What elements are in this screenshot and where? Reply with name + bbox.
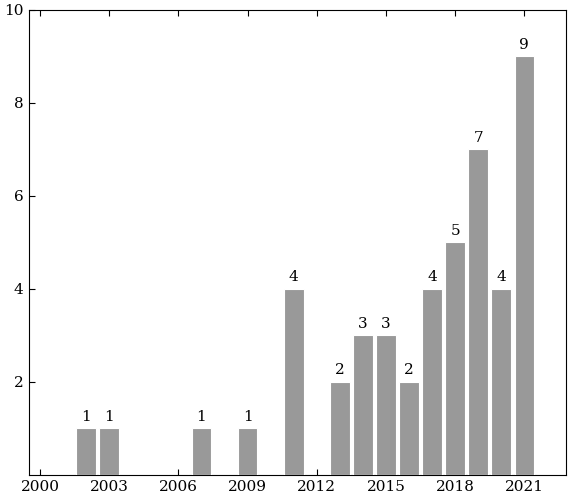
Bar	[515, 56, 534, 475]
Text: 3: 3	[358, 317, 368, 331]
Bar	[422, 289, 442, 475]
Text: 2: 2	[404, 363, 414, 377]
Bar	[399, 382, 419, 475]
Text: 2: 2	[335, 363, 345, 377]
Text: 7: 7	[474, 130, 483, 144]
Bar	[445, 243, 465, 475]
Text: 4: 4	[289, 270, 299, 284]
Text: 9: 9	[519, 37, 529, 52]
Text: 5: 5	[450, 224, 460, 238]
Bar	[284, 289, 303, 475]
Bar	[330, 382, 349, 475]
Text: 3: 3	[381, 317, 391, 331]
Bar	[376, 335, 396, 475]
Text: 1: 1	[104, 410, 114, 424]
Text: 1: 1	[243, 410, 253, 424]
Bar	[353, 335, 373, 475]
Bar	[491, 289, 511, 475]
Bar	[238, 428, 258, 475]
Bar	[192, 428, 211, 475]
Bar	[469, 149, 488, 475]
Bar	[99, 428, 119, 475]
Text: 4: 4	[496, 270, 506, 284]
Text: 4: 4	[427, 270, 437, 284]
Bar	[76, 428, 96, 475]
Text: 1: 1	[197, 410, 206, 424]
Text: 1: 1	[82, 410, 91, 424]
